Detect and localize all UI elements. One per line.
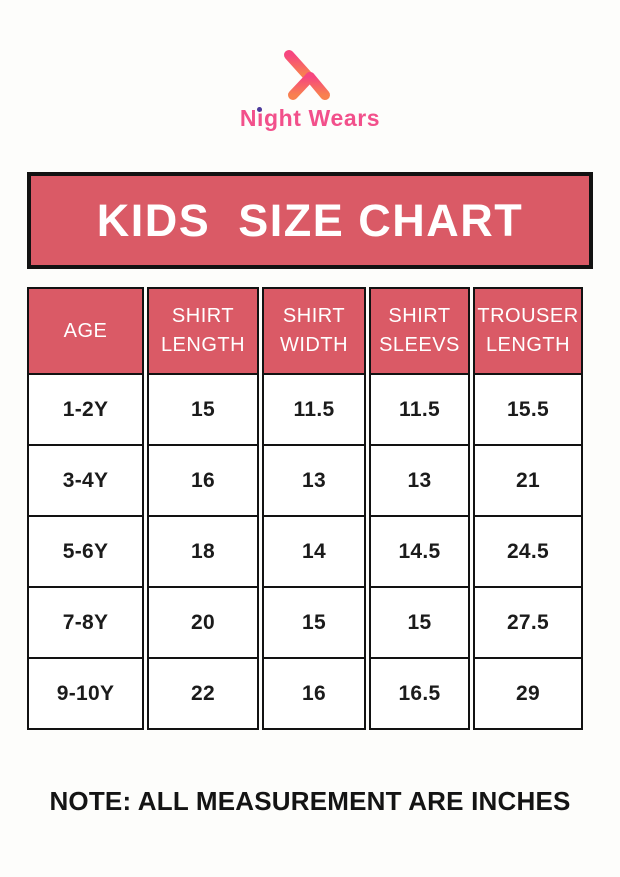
column-shirt-width: SHIRT WIDTH 11.5 13 14 15 16	[262, 287, 366, 730]
page-title: KIDS SIZE CHART	[96, 194, 524, 246]
cell-trouser-length-row5: 29	[475, 657, 581, 728]
cell-shirt-sleevs-row1: 11.5	[371, 373, 468, 444]
cell-age-row5: 9-10Y	[29, 657, 142, 728]
size-table: AGE 1-2Y 3-4Y 5-6Y 7-8Y 9-10Y SHIRT LENG…	[27, 287, 583, 730]
cell-shirt-length-row2: 16	[149, 444, 257, 515]
title-banner: KIDS SIZE CHART	[27, 172, 593, 269]
column-age: AGE 1-2Y 3-4Y 5-6Y 7-8Y 9-10Y	[27, 287, 144, 730]
cell-shirt-width-row5: 16	[264, 657, 364, 728]
column-shirt-length: SHIRT LENGTH 15 16 18 20 22	[147, 287, 259, 730]
cell-trouser-length-row2: 21	[475, 444, 581, 515]
cell-shirt-sleevs-row2: 13	[371, 444, 468, 515]
cell-shirt-width-row2: 13	[264, 444, 364, 515]
column-trouser-length: TROUSER LENGTH 15.5 21 24.5 27.5 29	[473, 287, 583, 730]
cell-shirt-width-row1: 11.5	[264, 373, 364, 444]
cell-shirt-length-row5: 22	[149, 657, 257, 728]
column-header-shirt-sleevs: SHIRT SLEEVS	[371, 289, 468, 373]
column-header-shirt-length: SHIRT LENGTH	[149, 289, 257, 373]
cell-trouser-length-row3: 24.5	[475, 515, 581, 586]
cell-trouser-length-row4: 27.5	[475, 586, 581, 657]
column-shirt-sleevs: SHIRT SLEEVS 11.5 13 14.5 15 16.5	[369, 287, 470, 730]
cell-age-row2: 3-4Y	[29, 444, 142, 515]
measurement-note: NOTE: ALL MEASUREMENT ARE INCHES	[49, 786, 571, 816]
column-header-age: AGE	[29, 289, 142, 373]
cell-shirt-length-row1: 15	[149, 373, 257, 444]
cell-shirt-sleevs-row4: 15	[371, 586, 468, 657]
cell-trouser-length-row1: 15.5	[475, 373, 581, 444]
column-header-shirt-width: SHIRT WIDTH	[264, 289, 364, 373]
cell-age-row4: 7-8Y	[29, 586, 142, 657]
cell-shirt-sleevs-row3: 14.5	[371, 515, 468, 586]
cell-age-row1: 1-2Y	[29, 373, 142, 444]
brand-wordmark: Night Wears	[240, 105, 380, 132]
brand-header: Night Wears	[0, 45, 620, 132]
cell-age-row3: 5-6Y	[29, 515, 142, 586]
brand-name: Night Wears	[239, 105, 381, 131]
cell-shirt-sleevs-row5: 16.5	[371, 657, 468, 728]
cell-shirt-width-row4: 15	[264, 586, 364, 657]
i-dot-accent	[257, 106, 263, 112]
cell-shirt-width-row3: 14	[264, 515, 364, 586]
cell-shirt-length-row4: 20	[149, 586, 257, 657]
nw-monogram-icon	[283, 49, 336, 100]
cell-shirt-length-row3: 18	[149, 515, 257, 586]
column-header-trouser-length: TROUSER LENGTH	[475, 289, 581, 373]
